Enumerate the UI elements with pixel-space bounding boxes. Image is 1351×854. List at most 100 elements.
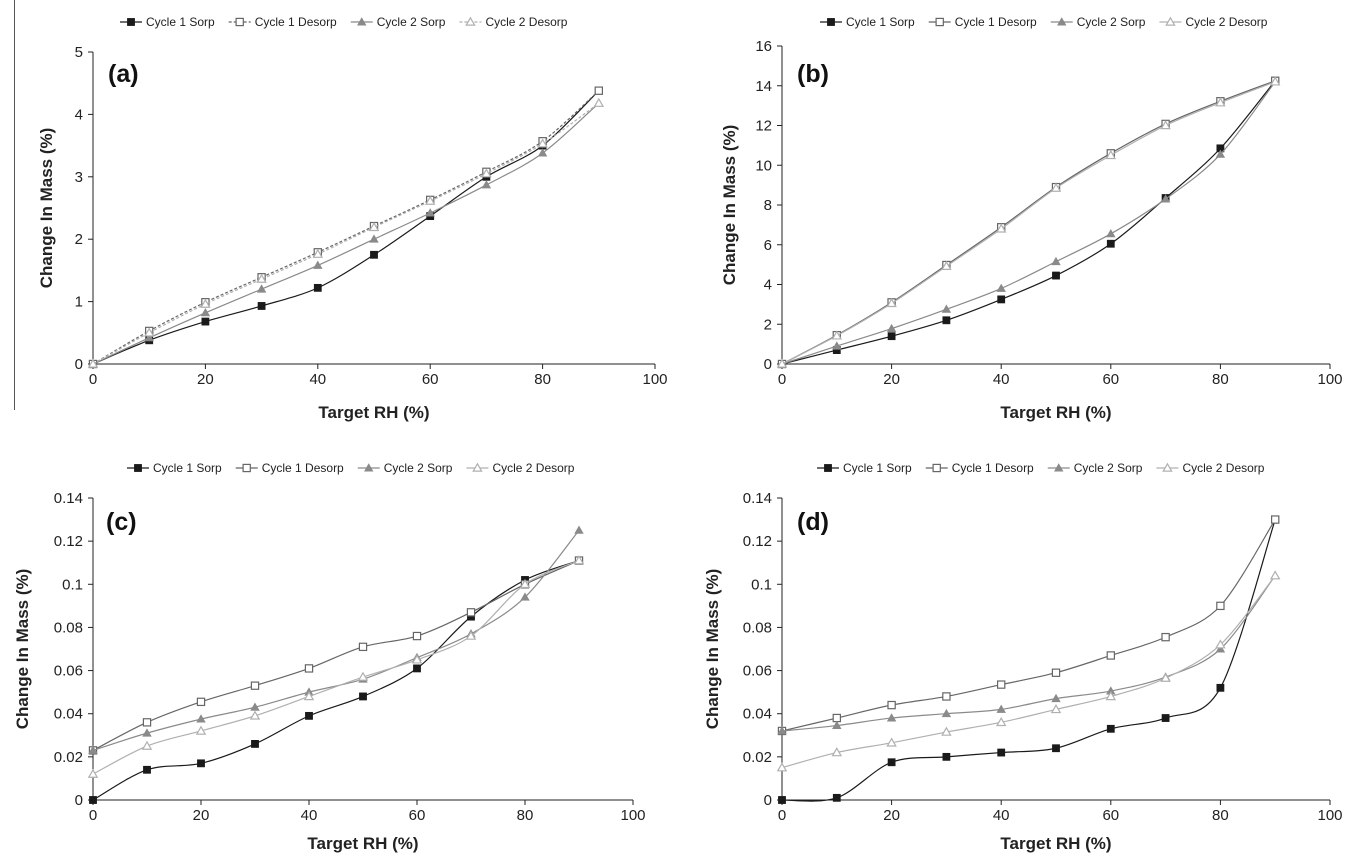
y-tick-label: 2 (75, 231, 83, 248)
legend-item: Cycle 2 Desorp (1159, 15, 1268, 29)
data-point (313, 260, 323, 269)
data-point (465, 630, 477, 640)
data-point (887, 700, 896, 710)
data-point (305, 711, 313, 720)
data-point (1051, 668, 1061, 677)
y-tick-label: 16 (755, 38, 772, 55)
y-tick-label: 0.12 (54, 533, 83, 550)
data-point (201, 317, 210, 326)
legend-label: Cycle 2 Sorp (377, 15, 446, 29)
panel-label: (b) (797, 60, 829, 88)
data-point (200, 298, 211, 308)
data-point (87, 768, 99, 778)
panel-label: (a) (108, 60, 139, 88)
legend-item: Cycle 2 Desorp (1156, 461, 1265, 475)
data-point (357, 671, 369, 681)
legend-marker (357, 17, 367, 26)
series-line (781, 575, 1276, 769)
data-point (1160, 672, 1171, 682)
legend: Cycle 1 Sorp Cycle 1 Desorp Cycle 2 Sorp Cy… (820, 15, 1268, 29)
data-point (250, 702, 260, 711)
x-axis-title: Target RH (%) (318, 403, 429, 422)
x-tick-label: 0 (89, 371, 97, 388)
data-point (886, 323, 897, 333)
data-point (141, 740, 153, 750)
legend-item: Cycle 2 Sorp (1050, 15, 1146, 29)
x-tick-label: 0 (89, 807, 97, 824)
legend-item: Cycle 2 Desorp (459, 15, 568, 29)
data-point (250, 681, 260, 690)
legend-label: Cycle 2 Sorp (1077, 15, 1146, 29)
data-point (88, 745, 98, 754)
legend-item: Cycle 1 Sorp (817, 461, 912, 475)
data-point (942, 316, 951, 325)
series-line (92, 102, 600, 365)
legend-label: Cycle 1 Desorp (955, 15, 1037, 29)
data-point (995, 223, 1007, 233)
data-point (1160, 194, 1171, 203)
series-line (92, 559, 580, 801)
data-point (312, 248, 324, 258)
legend-label: Cycle 2 Desorp (1185, 15, 1267, 29)
legend-marker (932, 463, 941, 473)
legend-item: Cycle 1 Desorp (925, 461, 1034, 475)
legend-marker (1162, 462, 1173, 472)
data-point (886, 713, 897, 722)
chart-panel-d: 0 0.02 0.04 0.06 0.08 0.1 0.12 0.14 0 20 40 60 80 100… (703, 461, 1343, 853)
y-tick-label: 0.06 (743, 663, 772, 680)
x-tick-label: 40 (993, 807, 1010, 824)
legend-marker (1057, 17, 1067, 26)
y-tick-label: 8 (764, 197, 772, 214)
y-tick-label: 0.1 (62, 576, 83, 593)
x-tick-label: 0 (778, 371, 786, 388)
y-tick-label: 0.06 (54, 663, 83, 680)
data-point (370, 250, 378, 259)
legend-label: Cycle 2 Desorp (1182, 461, 1264, 475)
series-line (781, 519, 1276, 802)
data-point (831, 330, 843, 340)
legend-item: Cycle 2 Sorp (1047, 461, 1143, 475)
legend-item: Cycle 1 Sorp (820, 15, 915, 29)
x-tick-label: 60 (409, 807, 426, 824)
legend-marker (827, 18, 835, 26)
data-point (832, 720, 842, 730)
data-point (1269, 570, 1281, 580)
chart-panel-c: 0 0.02 0.04 0.06 0.08 0.1 0.12 0.14 0 20 40 60 80 100… (13, 461, 646, 853)
legend-label: Cycle 2 Sorp (384, 461, 453, 475)
data-point (831, 747, 843, 757)
data-point (369, 234, 379, 243)
legend-label: Cycle 2 Sorp (1074, 461, 1143, 475)
data-point (594, 86, 604, 95)
legend-marker (465, 16, 476, 26)
y-tick-label: 4 (764, 277, 772, 294)
y-tick-label: 0.04 (743, 706, 772, 723)
y-tick-label: 1 (75, 294, 83, 311)
data-point (995, 716, 1007, 727)
data-point (776, 358, 788, 368)
data-point (886, 737, 897, 747)
legend-marker (1165, 16, 1176, 26)
legend-item: Cycle 1 Desorp (928, 15, 1037, 29)
data-point (411, 654, 423, 664)
x-axis-title: Target RH (%) (307, 834, 418, 853)
data-point (942, 692, 951, 701)
data-point (481, 180, 492, 189)
x-tick-label: 100 (642, 371, 667, 388)
legend-label: Cycle 1 Sorp (843, 461, 912, 475)
legend-item: Cycle 1 Sorp (120, 15, 215, 29)
data-point (1050, 703, 1062, 714)
legend-marker (364, 463, 374, 472)
legend-item: Cycle 2 Sorp (350, 15, 446, 29)
data-point (1052, 744, 1060, 753)
legend-label: Cycle 1 Sorp (146, 15, 215, 29)
x-tick-label: 20 (883, 371, 900, 388)
y-tick-label: 0 (764, 356, 772, 373)
y-tick-label: 0.14 (54, 490, 83, 507)
legend: Cycle 1 Sorp Cycle 1 Desorp Cycle 2 Sorp Cy… (817, 461, 1265, 475)
data-point (1052, 271, 1060, 280)
legend-label: Cycle 1 Sorp (153, 461, 222, 475)
y-tick-label: 4 (75, 106, 83, 123)
y-tick-label: 0.12 (743, 533, 772, 550)
series-line (92, 560, 580, 775)
